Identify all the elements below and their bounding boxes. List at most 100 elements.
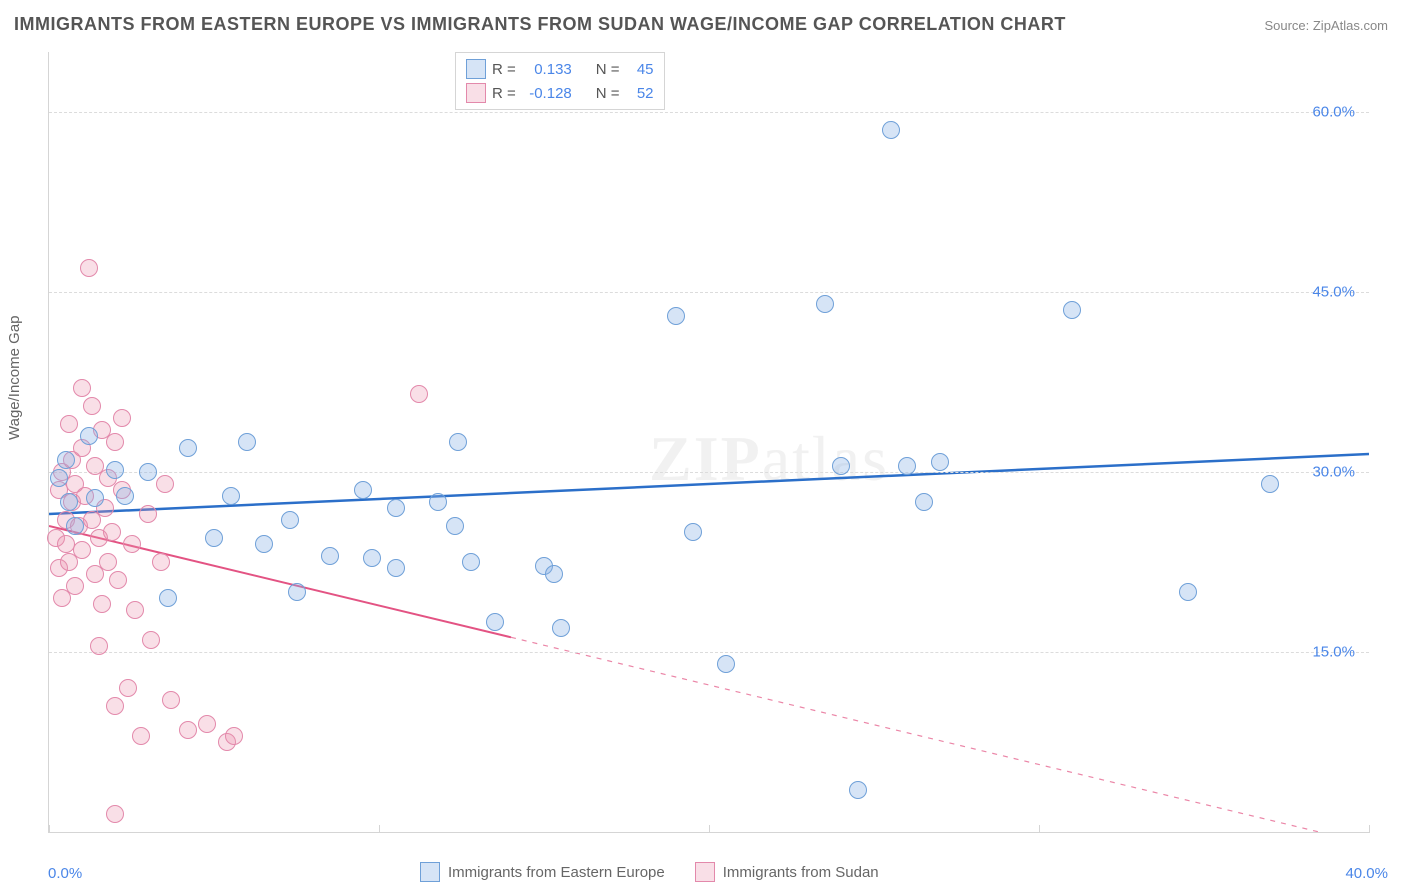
scatter-point — [159, 589, 177, 607]
watermark: ZIPatlas — [649, 422, 889, 496]
scatter-point — [410, 385, 428, 403]
legend-label: Immigrants from Sudan — [723, 864, 879, 881]
scatter-point — [387, 499, 405, 517]
gridline — [49, 652, 1369, 653]
stat-r-label: R = — [492, 61, 516, 78]
legend-item: Immigrants from Sudan — [695, 862, 879, 882]
scatter-point — [50, 469, 68, 487]
scatter-point — [462, 553, 480, 571]
chart-title: IMMIGRANTS FROM EASTERN EUROPE VS IMMIGR… — [14, 14, 1066, 35]
scatter-point — [684, 523, 702, 541]
scatter-point — [446, 517, 464, 535]
stat-n-value: 52 — [626, 85, 654, 102]
scatter-point — [139, 505, 157, 523]
scatter-point — [142, 631, 160, 649]
scatter-point — [80, 259, 98, 277]
y-tick-label: 45.0% — [1312, 284, 1355, 301]
scatter-point — [66, 577, 84, 595]
gridline — [49, 292, 1369, 293]
y-tick-label: 15.0% — [1312, 644, 1355, 661]
scatter-point — [80, 427, 98, 445]
scatter-point — [222, 487, 240, 505]
scatter-point — [429, 493, 447, 511]
legend-label: Immigrants from Eastern Europe — [448, 864, 665, 881]
stat-box: R = 0.133 N = 45 R =-0.128N =52 — [455, 52, 665, 110]
scatter-point — [1063, 301, 1081, 319]
scatter-point — [205, 529, 223, 547]
scatter-point — [106, 433, 124, 451]
stat-row: R =-0.128N =52 — [466, 81, 654, 105]
scatter-point — [93, 595, 111, 613]
stat-n-label: N = — [596, 61, 620, 78]
scatter-point — [83, 397, 101, 415]
scatter-point — [354, 481, 372, 499]
scatter-point — [449, 433, 467, 451]
trend-line-dashed — [511, 637, 1369, 832]
scatter-point — [387, 559, 405, 577]
plot-area: ZIPatlas 15.0% 30.0% 45.0% 60.0% — [48, 52, 1369, 833]
scatter-point — [139, 463, 157, 481]
scatter-point — [179, 439, 197, 457]
gridline — [49, 472, 1369, 473]
watermark-zip: ZIP — [649, 423, 762, 494]
scatter-point — [73, 379, 91, 397]
scatter-point — [106, 697, 124, 715]
scatter-point — [86, 489, 104, 507]
x-tick — [1039, 825, 1040, 833]
scatter-point — [321, 547, 339, 565]
scatter-point — [198, 715, 216, 733]
scatter-point — [57, 451, 75, 469]
bottom-legend: Immigrants from Eastern Europe Immigrants… — [420, 862, 879, 882]
scatter-point — [363, 549, 381, 567]
scatter-point — [667, 307, 685, 325]
scatter-point — [179, 721, 197, 739]
source-label: Source: ZipAtlas.com — [1264, 18, 1388, 33]
scatter-point — [1261, 475, 1279, 493]
scatter-point — [255, 535, 273, 553]
scatter-point — [113, 409, 131, 427]
y-tick-label: 60.0% — [1312, 104, 1355, 121]
scatter-point — [116, 487, 134, 505]
scatter-point — [238, 433, 256, 451]
x-tick — [379, 825, 380, 833]
legend-item: Immigrants from Eastern Europe — [420, 862, 665, 882]
scatter-point — [152, 553, 170, 571]
scatter-point — [123, 535, 141, 553]
scatter-point — [1179, 583, 1197, 601]
scatter-point — [106, 805, 124, 823]
stat-row: R = 0.133 N = 45 — [466, 57, 654, 81]
scatter-point — [99, 553, 117, 571]
stat-r-value: -0.128 — [522, 85, 572, 102]
scatter-point — [156, 475, 174, 493]
legend-swatch — [466, 83, 486, 103]
scatter-point — [60, 493, 78, 511]
x-tick — [709, 825, 710, 833]
watermark-atlas: atlas — [762, 423, 889, 494]
scatter-point — [109, 571, 127, 589]
scatter-point — [60, 415, 78, 433]
x-axis-max-label: 40.0% — [1345, 865, 1388, 882]
scatter-point — [931, 453, 949, 471]
scatter-point — [73, 541, 91, 559]
y-tick-label: 30.0% — [1312, 464, 1355, 481]
scatter-point — [90, 637, 108, 655]
scatter-point — [849, 781, 867, 799]
scatter-point — [545, 565, 563, 583]
legend-swatch — [466, 59, 486, 79]
trend-line-solid — [49, 454, 1369, 514]
scatter-point — [552, 619, 570, 637]
legend-swatch — [695, 862, 715, 882]
legend-swatch — [420, 862, 440, 882]
scatter-point — [898, 457, 916, 475]
x-tick — [49, 825, 50, 833]
stat-n-value: 45 — [626, 61, 654, 78]
scatter-point — [132, 727, 150, 745]
scatter-point — [832, 457, 850, 475]
x-tick — [1369, 825, 1370, 833]
scatter-point — [106, 461, 124, 479]
scatter-point — [281, 511, 299, 529]
scatter-point — [57, 535, 75, 553]
stat-r-value: 0.133 — [522, 61, 572, 78]
scatter-point — [816, 295, 834, 313]
scatter-point — [915, 493, 933, 511]
